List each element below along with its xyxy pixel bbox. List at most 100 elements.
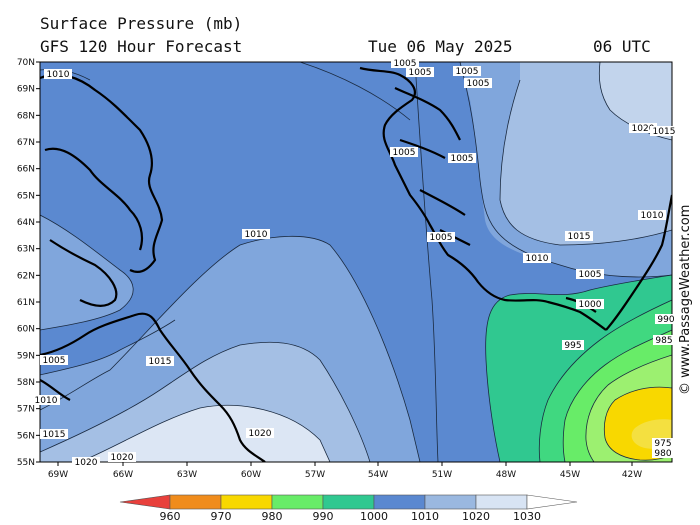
legend-value: 1030 [513, 510, 541, 523]
isobar-label: 1015 [149, 357, 172, 367]
lon-tick-label: 54W [368, 470, 388, 480]
isobar-label: 1005 [394, 59, 417, 69]
forecast-date: Tue 06 May 2025 [368, 37, 513, 56]
lat-tick-label: 57N [17, 405, 35, 415]
isobar-label: 985 [655, 336, 672, 346]
legend-swatch [322, 494, 375, 510]
band-1020-south [80, 405, 330, 462]
isobar-label: 1015 [653, 127, 676, 137]
isobar-label-bg [448, 153, 476, 163]
lat-tick-label: 65N [17, 191, 35, 201]
band-1020-ne [599, 62, 672, 140]
credit-block: © www.PassageWeather.com [678, 205, 693, 395]
lat-tick-label: 58N [17, 378, 35, 388]
isobar-label: 1010 [526, 254, 549, 264]
latitude-ticks: 70N 69N 68N 67N 66N 65N 64N 63N 62N 61N 60N 59N 58N 5… [17, 58, 40, 468]
legend-value: 1020 [462, 510, 490, 523]
lat-tick-label: 64N [17, 218, 35, 228]
lat-tick-label: 61N [17, 298, 35, 308]
isobar-label-bg [146, 356, 174, 366]
isobar-label: 1005 [43, 356, 66, 366]
isobar-label-bg [391, 58, 419, 68]
isobar-label-bg [650, 126, 678, 136]
map-subtitle: GFS 120 Hour Forecast [40, 37, 243, 56]
longitude-ticks: 69W 66W 63W 60W 57W 54W 51W 48W 45W 42W [48, 462, 642, 480]
isobar-label-bg [32, 395, 60, 405]
legend-swatch [373, 494, 426, 510]
lon-tick-label: 51W [432, 470, 452, 480]
isobar-label-bg [406, 67, 434, 77]
isobar-label-bg [108, 452, 136, 462]
isobar-label-bg [72, 457, 100, 467]
band-1010-west [40, 215, 134, 330]
isobar-label: 1005 [467, 79, 490, 89]
isobar-label-bg [655, 314, 677, 324]
isobar-label-bg [565, 231, 593, 241]
lat-tick-label: 68N [17, 111, 35, 121]
isobar-label-bg [242, 229, 270, 239]
legend-swatch [220, 494, 273, 510]
isobar-label: 1005 [409, 68, 432, 78]
pressure-field [40, 62, 672, 462]
lon-tick-label: 69W [48, 470, 68, 480]
lon-tick-label: 45W [560, 470, 580, 480]
lon-tick-label: 63W [177, 470, 197, 480]
isobar-label-bg [40, 355, 68, 365]
map-frame [39, 61, 673, 463]
lat-tick-label: 59N [17, 351, 35, 361]
lon-tick-label: 66W [113, 470, 133, 480]
isobar-label: 1005 [393, 148, 416, 158]
isobar-label-bg [653, 335, 675, 345]
isobar-label-bg [453, 66, 481, 76]
isobar-label-bg [40, 429, 68, 439]
isobar-label: 1005 [430, 233, 453, 243]
isobar-label-bg [464, 78, 492, 88]
isobar-label: 1010 [47, 70, 70, 80]
isobar-label: 990 [657, 315, 674, 325]
isobar-label: 1015 [568, 232, 591, 242]
lon-tick-label: 60W [241, 470, 261, 480]
lat-tick-label: 67N [17, 138, 35, 148]
legend-swatch [526, 494, 578, 510]
isobar-label: 1005 [456, 67, 479, 77]
map-title: Surface Pressure (mb) [40, 14, 243, 33]
isobar-label: 1020 [75, 458, 98, 468]
forecast-time: 06 UTC [593, 37, 651, 56]
lon-tick-label: 42W [622, 470, 642, 480]
isobar-label-bg [523, 253, 551, 263]
isobar-label: 1010 [35, 396, 58, 406]
isobar-label: 995 [564, 341, 581, 351]
lat-tick-label: 56N [17, 431, 35, 441]
isobar-label: 1020 [111, 453, 134, 463]
isobar-label: 1020 [249, 429, 272, 439]
isobar-label-bg [652, 438, 674, 448]
isobar-label-bg [390, 147, 418, 157]
isobar-label-bg [562, 340, 584, 350]
lat-tick-label: 69N [17, 85, 35, 95]
isobar-label-bg [44, 69, 72, 79]
isobar-label: 1010 [641, 211, 664, 221]
lat-tick-label: 62N [17, 271, 35, 281]
legend-value: 1000 [360, 510, 388, 523]
isobar-label: 1005 [451, 154, 474, 164]
lat-tick-label: 60N [17, 325, 35, 335]
lat-tick-label: 63N [17, 245, 35, 255]
pressure-legend: 960 970 980 990 1000 1010 1020 1030 [119, 494, 578, 523]
legend-value: 990 [313, 510, 334, 523]
lon-tick-label: 48W [496, 470, 516, 480]
isobar-label-bg [246, 428, 274, 438]
isobar-label-bg [576, 269, 604, 279]
isobar-label: 1015 [43, 430, 66, 440]
isobar-label: 1010 [245, 230, 268, 240]
isobar-label-bg [652, 448, 674, 458]
legend-swatch [119, 494, 171, 510]
isobar-label: 1000 [579, 300, 602, 310]
legend-value: 980 [262, 510, 283, 523]
isobar-label: 1020 [632, 124, 655, 134]
isobar-label-bg [427, 232, 455, 242]
isobar-label: 975 [654, 439, 671, 449]
isobar-label-bg [638, 210, 666, 220]
legend-swatch [475, 494, 528, 510]
lat-tick-label: 70N [17, 58, 35, 68]
